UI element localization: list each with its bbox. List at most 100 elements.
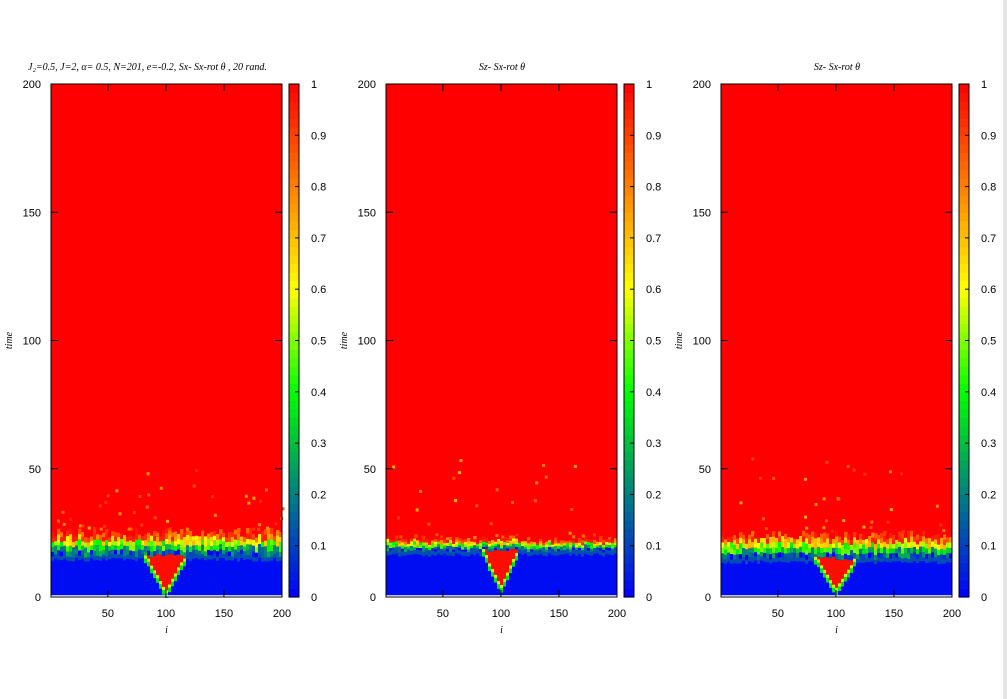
heatmap-cell xyxy=(569,547,573,550)
heatmap-cell xyxy=(416,542,420,546)
heatmap-cell xyxy=(246,554,250,560)
heatmap-cell xyxy=(123,545,127,552)
colorbar-segment xyxy=(624,571,634,581)
heatmap-cell xyxy=(509,540,513,544)
colorbar-tick-label: 0.4 xyxy=(646,387,661,399)
heatmap-cell xyxy=(572,549,576,554)
heatmap-cell xyxy=(201,553,205,559)
heatmap-cell xyxy=(389,545,393,549)
heatmap-cell xyxy=(919,557,923,562)
heatmap-cell xyxy=(913,546,917,553)
y-tick-label: 0 xyxy=(370,592,376,604)
heatmap-cell xyxy=(808,548,812,553)
heatmap-cell xyxy=(886,534,890,540)
heatmap-cell xyxy=(207,528,211,534)
heatmap-cell xyxy=(901,530,905,534)
colorbar-segment xyxy=(624,195,634,205)
heatmap-cell xyxy=(421,535,425,539)
heatmap-cell xyxy=(751,542,755,548)
heatmap-cell xyxy=(270,527,274,534)
heatmap-cell xyxy=(195,549,199,555)
colorbar-tick-label: 0.3 xyxy=(311,438,326,450)
heatmap-cell xyxy=(449,551,453,597)
colorbar-segment xyxy=(959,383,969,393)
heatmap-cell xyxy=(195,530,199,536)
colorbar-segment xyxy=(959,374,969,384)
heatmap-cell xyxy=(111,540,115,545)
heatmap-cell xyxy=(488,538,492,541)
heatmap-cell xyxy=(258,554,262,597)
heatmap-cell xyxy=(548,549,552,554)
heatmap-cell xyxy=(605,536,609,540)
heatmap-cell xyxy=(428,544,432,548)
heatmap-cell xyxy=(174,536,178,542)
heatmap-cell xyxy=(165,549,169,555)
heatmap-cell xyxy=(75,545,79,550)
heatmap-cell xyxy=(171,536,175,542)
heatmap-cell xyxy=(156,536,160,542)
colorbar-segment xyxy=(289,520,299,530)
heatmap-cell xyxy=(267,545,271,552)
heatmap-cell xyxy=(246,549,250,556)
heatmap-cell xyxy=(216,556,220,561)
heatmap-cell xyxy=(96,539,100,546)
heatmap-cell xyxy=(252,557,256,597)
colorbar-segment xyxy=(624,178,634,188)
heatmap-cell xyxy=(192,545,196,551)
heatmap-cell xyxy=(759,476,763,480)
heatmap-cell xyxy=(904,542,908,549)
heatmap-cell xyxy=(120,538,124,545)
colorbar-segment xyxy=(624,579,634,590)
heatmap-cell xyxy=(75,532,79,537)
heatmap-cell xyxy=(60,556,64,597)
heatmap-cell xyxy=(898,531,902,537)
heatmap-cell xyxy=(937,560,941,597)
heatmap-cell xyxy=(512,540,516,544)
heatmap-cell xyxy=(530,549,534,552)
heatmap-cell xyxy=(132,555,136,597)
colorbar-segment xyxy=(959,135,969,145)
colorbar-segment xyxy=(959,417,969,427)
heatmap-cell xyxy=(739,554,743,560)
colorbar-segment xyxy=(289,426,299,436)
heatmap-cell xyxy=(533,548,537,551)
heatmap-cell xyxy=(754,534,758,539)
heatmap-cell xyxy=(895,557,899,597)
heatmap-cell xyxy=(787,531,791,538)
heatmap-cell xyxy=(868,541,872,548)
heatmap-cell xyxy=(422,539,426,543)
heatmap-cell xyxy=(455,539,459,543)
window-edge xyxy=(1003,0,1007,699)
heatmap-cell xyxy=(826,538,830,544)
heatmap-cell xyxy=(210,546,214,551)
colorbar-segment xyxy=(289,554,299,564)
heatmap-cell xyxy=(93,545,97,551)
heatmap-cell xyxy=(569,552,573,597)
heatmap-cell xyxy=(183,561,187,567)
heatmap-cell xyxy=(742,556,746,597)
heatmap-cell xyxy=(889,508,893,512)
heatmap-cell xyxy=(171,545,175,551)
heatmap-cell xyxy=(237,557,241,597)
heatmap-cell xyxy=(796,539,800,544)
heatmap-cell xyxy=(479,546,483,550)
heatmap-cell xyxy=(470,550,474,555)
heatmap-cell xyxy=(105,545,109,552)
heatmap-cell xyxy=(105,551,109,557)
heatmap-cell xyxy=(772,557,776,563)
heatmap-cell xyxy=(730,559,734,597)
heatmap-cell xyxy=(69,528,73,535)
heatmap-cell xyxy=(168,544,172,550)
heatmap-cell xyxy=(135,527,139,534)
colorbar-segment xyxy=(624,460,634,470)
heatmap-cell xyxy=(126,555,130,597)
heatmap-cell xyxy=(829,553,833,559)
colorbar-segment xyxy=(289,195,299,205)
heatmap-cell xyxy=(503,550,507,582)
heatmap-cell xyxy=(491,568,495,573)
heatmap-cell xyxy=(479,552,483,597)
heatmap-cell xyxy=(790,547,794,553)
colorbar-segment xyxy=(959,289,969,299)
colorbar-segment xyxy=(959,255,969,265)
heatmap-cell xyxy=(545,541,549,545)
